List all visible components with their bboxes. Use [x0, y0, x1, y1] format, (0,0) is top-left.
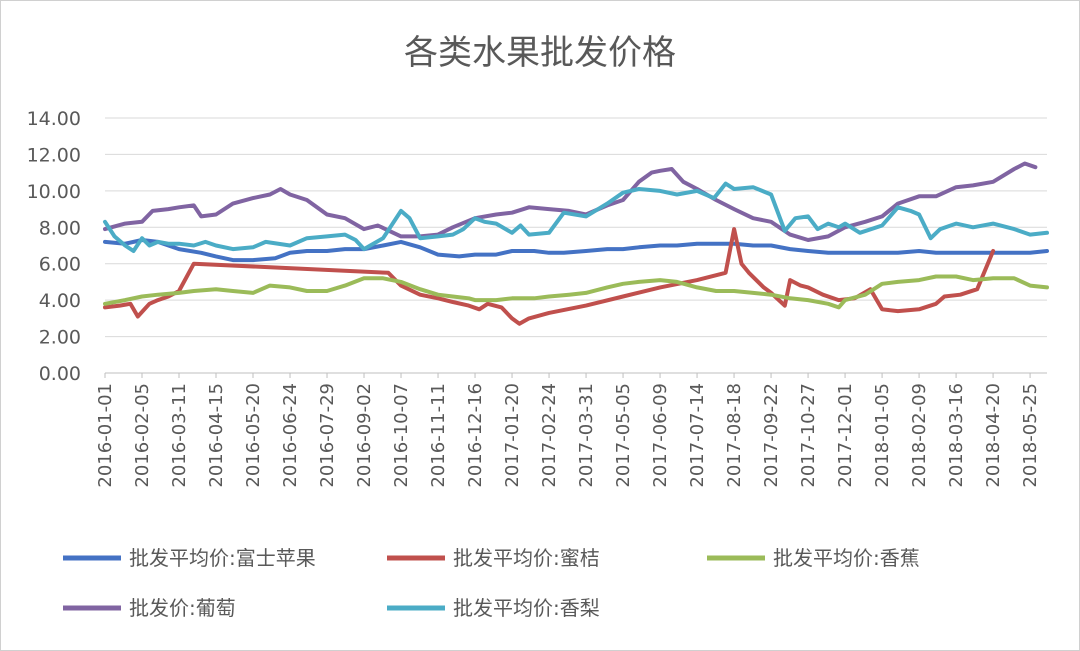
x-tick-label: 2016-11-11 [428, 383, 449, 488]
y-tick-label: 10.00 [27, 181, 81, 203]
series-line-3 [103, 161, 1038, 242]
x-tick-label: 2017-07-14 [687, 383, 708, 488]
x-tick-label: 2016-09-02 [354, 383, 375, 488]
series-line-1 [103, 227, 996, 326]
x-tick-label: 2018-01-05 [872, 383, 893, 488]
legend-label: 批发平均价:香梨 [453, 596, 600, 620]
x-tick-label: 2016-05-20 [243, 383, 264, 488]
x-tick-label: 2016-10-07 [391, 383, 412, 488]
x-tick-label: 2017-08-18 [724, 383, 745, 488]
y-tick-label: 12.00 [27, 144, 81, 166]
legend-label: 批发平均价:富士苹果 [129, 546, 316, 570]
x-tick-label: 2016-07-29 [317, 383, 338, 488]
y-tick-label: 14.00 [27, 108, 81, 130]
x-tick-label: 2017-03-31 [576, 383, 597, 488]
x-tick-label: 2016-06-24 [280, 383, 301, 488]
y-tick-label: 8.00 [39, 217, 81, 239]
legend-label: 批发价:葡萄 [129, 596, 236, 620]
x-tick-label: 2017-06-09 [650, 383, 671, 488]
x-tick-label: 2016-02-05 [132, 383, 153, 488]
x-tick-label: 2018-03-16 [946, 383, 967, 488]
x-tick-label: 2018-04-20 [983, 383, 1004, 488]
y-tick-label: 6.00 [39, 254, 81, 276]
x-tick-label: 2016-01-01 [95, 383, 116, 488]
x-tick-label: 2018-02-09 [909, 383, 930, 488]
x-tick-label: 2017-02-24 [539, 383, 560, 488]
y-tick-label: 0.00 [39, 363, 81, 385]
gridlines [105, 117, 1047, 374]
x-tick-label: 2017-01-20 [502, 383, 523, 488]
x-tick-label: 2016-03-11 [169, 383, 190, 488]
legend-label: 批发平均价:蜜桔 [453, 546, 600, 570]
x-tick-label: 2017-12-01 [835, 383, 856, 488]
x-tick-label: 2017-10-27 [798, 383, 819, 488]
legend-label: 批发平均价:香蕉 [773, 546, 920, 570]
x-tick-label: 2017-05-05 [613, 383, 634, 488]
y-tick-label: 4.00 [39, 290, 81, 312]
x-tick-label: 2016-04-15 [206, 383, 227, 488]
series-line-0 [103, 238, 1049, 263]
series-lines [103, 161, 1049, 326]
series-line-2 [103, 274, 1049, 310]
x-tick-label: 2017-09-22 [761, 383, 782, 488]
series-line-4 [103, 181, 1049, 253]
y-tick-label: 2.00 [39, 327, 81, 349]
x-tick-label: 2016-12-16 [465, 383, 486, 488]
y-axis-ticks: 0.00 2.00 4.00 6.00 8.00 10.00 12.00 14.00 [27, 108, 81, 385]
x-tick-label: 2018-05-25 [1020, 383, 1041, 488]
chart-title: 各类水果批发价格 [404, 33, 676, 73]
x-axis-ticks: 2016-01-01 2016-02-05 2016-03-11 2016-04-15… [95, 373, 1041, 488]
